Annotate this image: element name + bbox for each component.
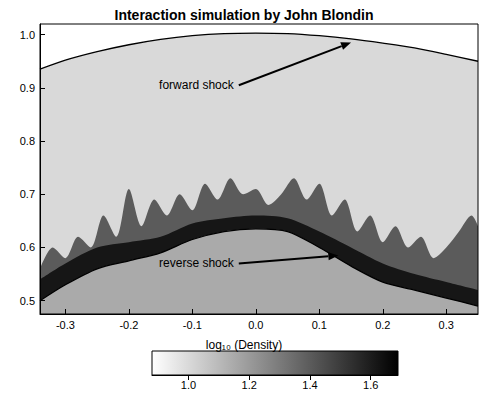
svg-text:log₁₀ (Density): log₁₀ (Density) <box>206 338 282 352</box>
svg-text:0.7: 0.7 <box>20 188 35 200</box>
svg-text:0.3: 0.3 <box>439 319 454 331</box>
svg-text:0.8: 0.8 <box>20 135 35 147</box>
svg-text:-0.2: -0.2 <box>119 319 138 331</box>
svg-text:reverse shock: reverse shock <box>159 256 235 270</box>
svg-text:0.1: 0.1 <box>312 319 327 331</box>
svg-text:0.6: 0.6 <box>20 241 35 253</box>
svg-text:0.5: 0.5 <box>20 295 35 307</box>
svg-text:1.0: 1.0 <box>20 29 35 41</box>
svg-text:1.0: 1.0 <box>181 379 196 391</box>
svg-text:-0.3: -0.3 <box>56 319 75 331</box>
svg-text:forward shock: forward shock <box>159 78 235 92</box>
svg-text:Interaction simulation by John: Interaction simulation by John Blondin <box>114 7 373 23</box>
svg-text:1.4: 1.4 <box>302 379 317 391</box>
svg-text:0.0: 0.0 <box>248 319 263 331</box>
svg-text:-0.1: -0.1 <box>183 319 202 331</box>
svg-text:0.9: 0.9 <box>20 82 35 94</box>
svg-text:1.6: 1.6 <box>363 379 378 391</box>
svg-text:1.2: 1.2 <box>242 379 257 391</box>
svg-text:0.2: 0.2 <box>375 319 390 331</box>
